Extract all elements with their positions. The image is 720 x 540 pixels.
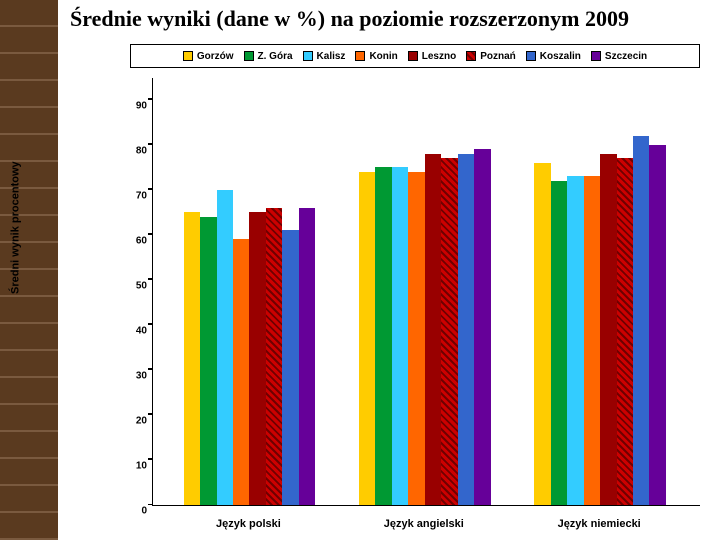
y-tick-label: 70 — [115, 190, 147, 201]
legend-swatch — [244, 51, 254, 61]
legend-label: Konin — [369, 51, 397, 62]
y-tick-label: 30 — [115, 370, 147, 381]
y-tick-label: 0 — [115, 506, 147, 517]
y-tick-mark — [148, 98, 153, 100]
bar — [249, 212, 265, 505]
chart-title: Średnie wyniki (dane w %) na poziomie ro… — [70, 6, 710, 32]
legend-swatch — [466, 51, 476, 61]
bar — [266, 208, 282, 505]
legend-swatch — [591, 51, 601, 61]
bar — [184, 212, 200, 505]
bar — [567, 176, 583, 505]
legend-label: Szczecin — [605, 51, 647, 62]
legend-item: Leszno — [408, 51, 456, 62]
legend-item: Kalisz — [303, 51, 346, 62]
bar — [458, 154, 474, 505]
bar — [217, 190, 233, 505]
y-tick-label: 20 — [115, 415, 147, 426]
y-tick-mark — [148, 368, 153, 370]
bar — [425, 154, 441, 505]
legend-swatch — [183, 51, 193, 61]
bar — [534, 163, 550, 505]
legend-label: Poznań — [480, 51, 516, 62]
legend-item: Z. Góra — [244, 51, 293, 62]
legend-swatch — [303, 51, 313, 61]
bar — [375, 167, 391, 505]
y-tick-mark — [148, 278, 153, 280]
y-tick-mark — [148, 188, 153, 190]
y-tick-label: 40 — [115, 325, 147, 336]
bar — [441, 158, 457, 505]
y-tick-mark — [148, 323, 153, 325]
y-tick-mark — [148, 413, 153, 415]
y-tick-mark — [148, 233, 153, 235]
y-axis-label: Średni wynik procentowy — [10, 161, 22, 294]
y-tick-label: 10 — [115, 460, 147, 471]
legend-label: Koszalin — [540, 51, 581, 62]
bar — [551, 181, 567, 505]
chart-area: Gorzów Z. Góra Kalisz Konin Leszno Poznań Kosz… — [70, 44, 708, 532]
plot-area: 0102030405060708090 — [152, 78, 700, 506]
legend-item: Konin — [355, 51, 397, 62]
y-tick-label: 60 — [115, 235, 147, 246]
bar — [600, 154, 616, 505]
y-tick-label: 90 — [115, 100, 147, 111]
legend-label: Z. Góra — [258, 51, 293, 62]
y-tick-label: 80 — [115, 145, 147, 156]
y-tick-mark — [148, 504, 153, 506]
legend: Gorzów Z. Góra Kalisz Konin Leszno Poznań Kosz… — [130, 44, 700, 68]
legend-label: Kalisz — [317, 51, 346, 62]
legend-item: Koszalin — [526, 51, 581, 62]
bar — [359, 172, 375, 505]
bar — [200, 217, 216, 505]
bar — [649, 145, 665, 505]
bar — [233, 239, 249, 505]
bar — [299, 208, 315, 505]
legend-item: Poznań — [466, 51, 516, 62]
bar — [617, 158, 633, 505]
y-tick-mark — [148, 143, 153, 145]
legend-label: Gorzów — [197, 51, 234, 62]
legend-item: Gorzów — [183, 51, 234, 62]
bar — [392, 167, 408, 505]
bar — [282, 230, 298, 505]
legend-label: Leszno — [422, 51, 456, 62]
legend-swatch — [408, 51, 418, 61]
legend-swatch — [526, 51, 536, 61]
y-tick-label: 50 — [115, 280, 147, 291]
bar — [474, 149, 490, 505]
legend-item: Szczecin — [591, 51, 647, 62]
bar — [408, 172, 424, 505]
y-tick-mark — [148, 458, 153, 460]
legend-swatch — [355, 51, 365, 61]
x-category-label: Język polski — [216, 518, 281, 530]
x-category-label: Język niemiecki — [558, 518, 641, 530]
bar — [584, 176, 600, 505]
x-category-label: Język angielski — [384, 518, 464, 530]
bar — [633, 136, 649, 505]
